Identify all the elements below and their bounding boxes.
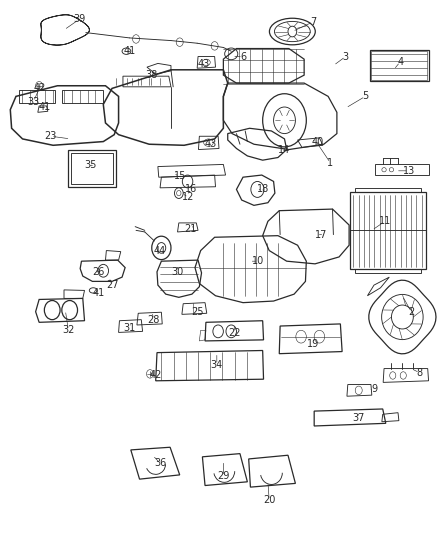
Text: 41: 41 — [124, 46, 136, 56]
Text: 28: 28 — [147, 314, 160, 325]
Text: 42: 42 — [149, 370, 162, 381]
Text: 32: 32 — [62, 325, 74, 335]
Text: 6: 6 — [240, 52, 246, 61]
Text: 29: 29 — [217, 472, 230, 481]
Text: 27: 27 — [106, 280, 118, 290]
Text: 26: 26 — [93, 267, 105, 277]
Text: 40: 40 — [311, 136, 323, 147]
Text: 11: 11 — [379, 216, 391, 227]
Text: 31: 31 — [124, 322, 136, 333]
Text: 33: 33 — [27, 96, 39, 107]
Text: 37: 37 — [353, 413, 365, 423]
Text: 17: 17 — [315, 230, 328, 240]
Text: 10: 10 — [252, 256, 265, 266]
Text: 16: 16 — [184, 184, 197, 195]
Text: 15: 15 — [173, 171, 186, 181]
Text: 43: 43 — [198, 60, 210, 69]
Text: 1: 1 — [327, 158, 333, 168]
Text: 20: 20 — [263, 495, 276, 505]
Text: 2: 2 — [408, 306, 414, 317]
Text: 25: 25 — [191, 306, 203, 317]
Text: 23: 23 — [45, 131, 57, 141]
Text: 9: 9 — [371, 384, 377, 394]
Text: 34: 34 — [211, 360, 223, 370]
Text: 7: 7 — [310, 17, 316, 27]
Text: 19: 19 — [307, 338, 319, 349]
Text: 41: 41 — [93, 288, 105, 298]
Text: 41: 41 — [38, 102, 50, 112]
Text: 38: 38 — [145, 70, 157, 80]
Text: 44: 44 — [154, 246, 166, 255]
Text: 22: 22 — [228, 328, 240, 338]
Text: 21: 21 — [184, 224, 197, 235]
Text: 3: 3 — [343, 52, 349, 61]
Text: 18: 18 — [257, 184, 269, 195]
Text: 4: 4 — [397, 57, 403, 67]
Text: 8: 8 — [417, 368, 423, 378]
Text: 42: 42 — [34, 83, 46, 93]
Text: 14: 14 — [279, 144, 291, 155]
Text: 13: 13 — [403, 166, 415, 176]
Text: 43: 43 — [204, 139, 216, 149]
Text: 35: 35 — [84, 160, 96, 171]
Text: 39: 39 — [73, 14, 85, 25]
Text: 30: 30 — [171, 267, 184, 277]
Text: 12: 12 — [182, 192, 194, 203]
Text: 5: 5 — [362, 91, 368, 101]
Text: 36: 36 — [154, 458, 166, 468]
